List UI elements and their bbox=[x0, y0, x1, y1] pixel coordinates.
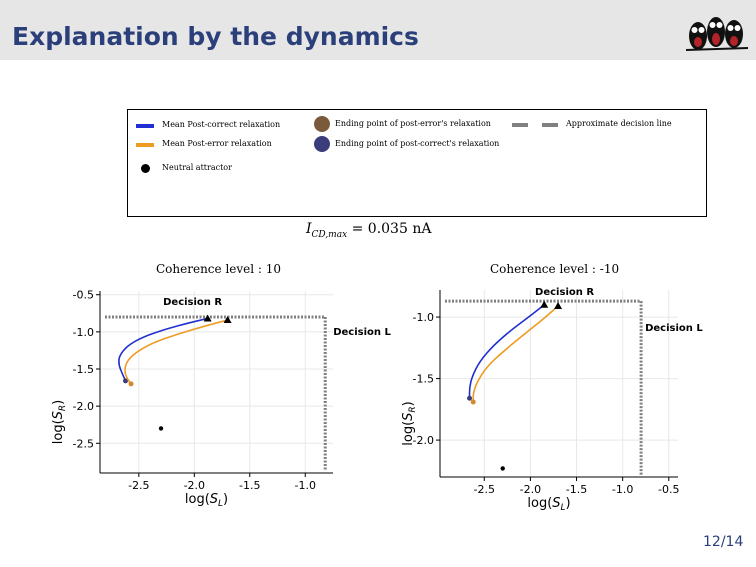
end-point-marker bbox=[128, 381, 134, 387]
decision-l-annotation: Decision L bbox=[333, 327, 391, 338]
start-marker bbox=[223, 315, 232, 323]
slide-title: Explanation by the dynamics bbox=[12, 22, 419, 51]
y-tick-label: -1.5 bbox=[73, 363, 94, 376]
x-tick-label: -2.5 bbox=[128, 479, 149, 492]
y-tick-label: -2.5 bbox=[73, 437, 94, 450]
parameter-label: ICD,max = 0.035 nA bbox=[306, 221, 432, 240]
neutral-attractor-point bbox=[158, 426, 164, 431]
owls-logo-icon bbox=[686, 17, 748, 51]
x-axis-label: log(SL) bbox=[185, 492, 228, 509]
legend-label-post-error-end: Ending point of post-error's relaxation bbox=[335, 119, 491, 128]
legend-label-post-correct-end: Ending point of post-correct's relaxatio… bbox=[335, 139, 500, 148]
slide-header: Explanation by the dynamics bbox=[0, 0, 756, 60]
legend-swatch-post-correct-end bbox=[314, 136, 330, 152]
legend-label-neutral-attractor: Neutral attractor bbox=[162, 163, 232, 172]
decision-r-annotation: Decision R bbox=[163, 297, 222, 308]
y-tick-label: -0.5 bbox=[73, 289, 94, 302]
chart-legend: Mean Post-correct relaxation Mean Post-e… bbox=[127, 109, 707, 217]
legend-swatch-post-error-end bbox=[314, 116, 330, 132]
legend-swatch-decision-line bbox=[512, 123, 562, 127]
legend-swatch-post-error bbox=[136, 143, 154, 147]
x-tick-label: -1.5 bbox=[239, 479, 260, 492]
y-tick-label: -1.0 bbox=[73, 326, 94, 339]
page-number: 12/14 bbox=[703, 534, 744, 550]
chart-title-left: Coherence level : 10 bbox=[156, 262, 282, 276]
start-marker bbox=[203, 314, 212, 322]
y-axis-label: log(SR) bbox=[51, 400, 68, 445]
series-line-post-correct bbox=[118, 317, 208, 382]
end-point-marker bbox=[123, 378, 129, 384]
legend-swatch-post-correct bbox=[136, 124, 154, 128]
series-line-post-error bbox=[124, 319, 228, 385]
legend-label-decision-line: Approximate decision line bbox=[566, 119, 672, 128]
legend-label-post-error: Mean Post-error relaxation bbox=[162, 139, 272, 148]
y-tick-label: -2.0 bbox=[73, 400, 94, 413]
x-tick-label: -1.0 bbox=[295, 479, 316, 492]
chart-title-right: Coherence level : -10 bbox=[490, 262, 620, 276]
legend-swatch-neutral-attractor bbox=[141, 164, 150, 173]
x-tick-label: -2.0 bbox=[184, 479, 205, 492]
legend-label-post-correct: Mean Post-correct relaxation bbox=[162, 120, 281, 129]
